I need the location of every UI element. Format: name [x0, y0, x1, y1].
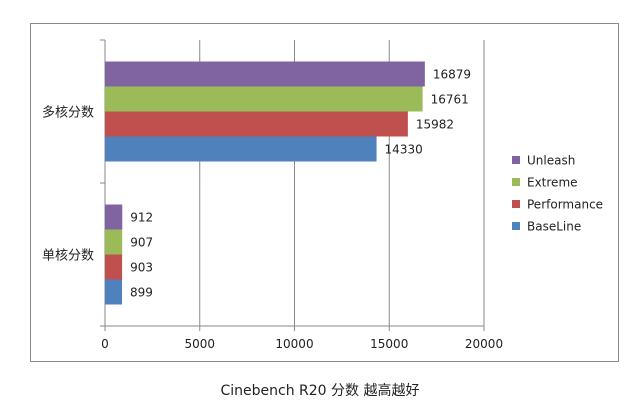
category-label: 单核分数 [42, 249, 94, 264]
x-tick-label: 10000 [275, 337, 313, 351]
bar-value-label: 16879 [433, 68, 471, 82]
data-labels: 16879 16761 15982 14330 912 907 903 899 [130, 68, 471, 300]
legend-label: Performance [527, 198, 603, 212]
bar [105, 254, 123, 280]
bar-value-label: 14330 [385, 143, 423, 157]
bar-value-label: 16761 [431, 93, 469, 107]
bar [105, 136, 377, 162]
bar [105, 204, 123, 230]
x-tick-label: 20000 [465, 337, 503, 351]
legend-swatch [512, 222, 520, 230]
bar [105, 279, 123, 305]
legend-label: BaseLine [527, 220, 581, 234]
category-label: 多核分数 [42, 105, 94, 121]
bar [105, 229, 123, 255]
legend-label: Extreme [527, 176, 578, 190]
legend-swatch [512, 200, 520, 208]
bar-value-label: 903 [130, 261, 153, 275]
legend-label: Unleash [527, 154, 575, 168]
tick-labels: 0 5000 10000 15000 20000 [101, 337, 503, 351]
x-tick-label: 15000 [370, 337, 408, 351]
bar-value-label: 15982 [416, 118, 454, 132]
bar-value-label: 907 [130, 236, 153, 250]
legend-swatch [512, 178, 520, 186]
chart-title: Cinebench R20 分数 越高越好 [220, 383, 420, 399]
x-tick-label: 0 [101, 337, 109, 351]
bar [105, 61, 425, 87]
bars [105, 61, 425, 305]
bar [105, 111, 408, 137]
legend: Unleash Extreme Performance BaseLine [512, 154, 603, 234]
legend-swatch [512, 156, 520, 164]
bar-value-label: 899 [130, 286, 153, 300]
bar [105, 86, 423, 112]
bar-value-label: 912 [130, 211, 153, 225]
x-tick-label: 5000 [184, 337, 215, 351]
